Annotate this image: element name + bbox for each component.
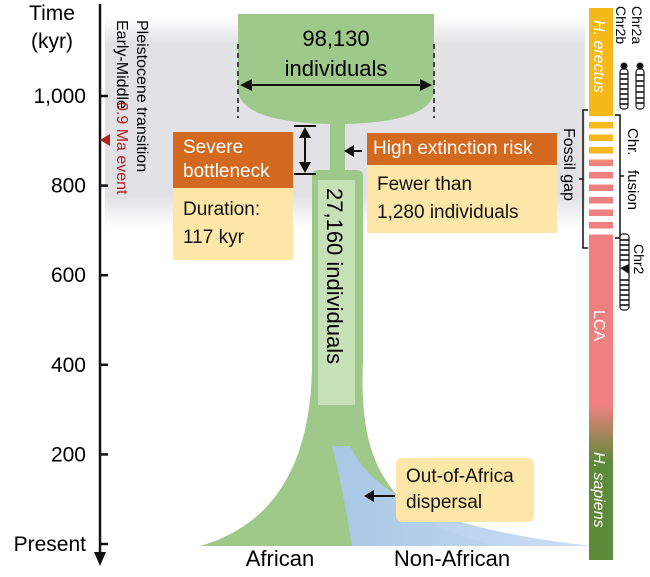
event-marker xyxy=(100,134,110,146)
dispersal-line1: Out-of-Africa xyxy=(406,466,514,487)
chr-fusion-line2: fusion xyxy=(624,170,641,210)
chr2b-label: Chr2b xyxy=(613,6,629,44)
fossil-gap-stripe xyxy=(589,216,613,222)
transition-label-line1: Early-Middle xyxy=(113,20,130,109)
bottleneck-count: 27,160 individuals xyxy=(322,188,347,364)
axis-tick-label: 800 xyxy=(51,175,86,198)
fossil-gap-stripe xyxy=(589,153,613,160)
non-african-population-shape xyxy=(332,446,592,546)
risk-body-line2: 1,280 individuals xyxy=(377,202,519,223)
bottleneck-neck xyxy=(330,122,345,177)
fossil-gap-stripe xyxy=(589,128,613,135)
chromosome-2b-icon xyxy=(619,62,629,110)
axis-tick-label: Present xyxy=(14,533,87,556)
severe-head-line1: Severe xyxy=(183,137,244,158)
bottleneck-label-bg xyxy=(318,180,355,405)
dispersal-box: Out-of-Africa dispersal xyxy=(396,458,534,522)
species-sapiens: H. sapiens xyxy=(590,452,607,528)
event-label: 0.9 Ma event xyxy=(113,102,130,195)
ancestral-population-shape xyxy=(238,14,434,124)
extinction-risk-head: High extinction risk xyxy=(367,133,557,165)
chr2-label: Chr2 xyxy=(631,244,647,275)
fossil-gap-stripe xyxy=(589,141,613,147)
extinction-risk-body: Fewer than 1,280 individuals xyxy=(367,165,557,233)
fossil-gap-stripe xyxy=(589,116,613,122)
severe-bottleneck-box: Severe bottleneck Duration: 117 kyr xyxy=(173,132,293,260)
fossil-gap-stripe xyxy=(589,203,613,210)
axis-title-line1: Time xyxy=(29,2,75,25)
chromosome-2-icon xyxy=(619,233,630,311)
fossil-gap-bracket xyxy=(579,109,588,249)
severe-bottleneck-body: Duration: 117 kyr xyxy=(173,188,293,260)
species-lca: LCA xyxy=(590,310,607,341)
fossil-gap-stripe xyxy=(589,166,613,172)
chromosome-2a-icon xyxy=(635,62,645,110)
chr2a-label: Chr2a xyxy=(629,6,645,44)
axis-tick-label: 600 xyxy=(51,264,86,287)
fossil-gap-label: Fossil gap xyxy=(560,128,577,201)
axis-tick-label: 400 xyxy=(51,354,86,377)
severe-body-line1: Duration: xyxy=(183,199,261,220)
ancestral-size-arrow xyxy=(240,79,432,91)
dispersal-line2: dispersal xyxy=(406,492,483,513)
axis-tick-label: 200 xyxy=(51,443,86,466)
axis-title-line2: (kyr) xyxy=(31,30,73,53)
fossil-gap-stripe xyxy=(589,191,613,197)
severe-body-line2: 117 kyr xyxy=(183,227,244,248)
chr-fusion-bracket xyxy=(615,114,624,239)
duration-arrow xyxy=(294,125,316,175)
fossil-gap-stripe xyxy=(589,228,613,235)
ancestral-unit: individuals xyxy=(285,56,388,81)
risk-arrow xyxy=(344,145,362,157)
species-bar xyxy=(589,8,613,560)
severe-head-line2: bottleneck xyxy=(183,161,270,182)
species-erectus: H. erectus xyxy=(590,20,607,93)
risk-body-line1: Fewer than xyxy=(377,174,473,195)
dispersal-arrow xyxy=(364,490,395,502)
fossil-gap-stripes xyxy=(589,116,613,235)
severe-bottleneck-head: Severe bottleneck xyxy=(173,132,293,188)
transition-label-line2: Pleistocene transition xyxy=(133,20,150,172)
african-label: African xyxy=(246,546,314,571)
fossil-gap-stripe xyxy=(589,178,613,185)
non-african-label: Non-African xyxy=(394,546,510,571)
extinction-risk-box: High extinction risk Fewer than 1,280 in… xyxy=(367,133,557,233)
axis-tick-label: 1,000 xyxy=(33,85,86,108)
time-axis: 1,000 800 600 400 200 Present xyxy=(14,4,108,566)
ancestral-count: 98,130 xyxy=(302,26,369,51)
chr-fusion-line1: Chr. xyxy=(624,128,641,156)
